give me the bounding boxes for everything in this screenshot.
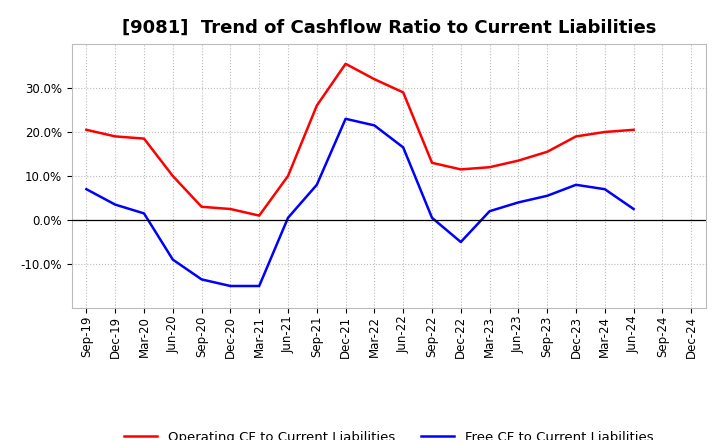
Operating CF to Current Liabilities bbox=[629, 127, 638, 132]
Free CF to Current Liabilities bbox=[456, 239, 465, 245]
Legend: Operating CF to Current Liabilities, Free CF to Current Liabilities: Operating CF to Current Liabilities, Fre… bbox=[119, 425, 659, 440]
Free CF to Current Liabilities bbox=[284, 215, 292, 220]
Operating CF to Current Liabilities bbox=[197, 204, 206, 209]
Operating CF to Current Liabilities bbox=[111, 134, 120, 139]
Operating CF to Current Liabilities bbox=[399, 90, 408, 95]
Free CF to Current Liabilities bbox=[255, 283, 264, 289]
Operating CF to Current Liabilities bbox=[284, 173, 292, 179]
Free CF to Current Liabilities bbox=[312, 182, 321, 187]
Free CF to Current Liabilities bbox=[428, 215, 436, 220]
Operating CF to Current Liabilities bbox=[255, 213, 264, 218]
Operating CF to Current Liabilities bbox=[485, 165, 494, 170]
Line: Operating CF to Current Liabilities: Operating CF to Current Liabilities bbox=[86, 64, 634, 216]
Operating CF to Current Liabilities bbox=[600, 129, 609, 135]
Operating CF to Current Liabilities bbox=[514, 158, 523, 163]
Operating CF to Current Liabilities bbox=[428, 160, 436, 165]
Free CF to Current Liabilities bbox=[572, 182, 580, 187]
Operating CF to Current Liabilities bbox=[370, 77, 379, 82]
Free CF to Current Liabilities bbox=[111, 202, 120, 207]
Operating CF to Current Liabilities bbox=[341, 61, 350, 66]
Free CF to Current Liabilities bbox=[82, 187, 91, 192]
Free CF to Current Liabilities bbox=[485, 209, 494, 214]
Free CF to Current Liabilities bbox=[226, 283, 235, 289]
Operating CF to Current Liabilities bbox=[226, 206, 235, 212]
Operating CF to Current Liabilities bbox=[168, 173, 177, 179]
Free CF to Current Liabilities bbox=[514, 200, 523, 205]
Operating CF to Current Liabilities bbox=[82, 127, 91, 132]
Free CF to Current Liabilities bbox=[399, 145, 408, 150]
Free CF to Current Liabilities bbox=[629, 206, 638, 212]
Free CF to Current Liabilities bbox=[543, 193, 552, 198]
Free CF to Current Liabilities bbox=[140, 211, 148, 216]
Operating CF to Current Liabilities bbox=[456, 167, 465, 172]
Title: [9081]  Trend of Cashflow Ratio to Current Liabilities: [9081] Trend of Cashflow Ratio to Curren… bbox=[122, 19, 656, 37]
Free CF to Current Liabilities bbox=[168, 257, 177, 262]
Free CF to Current Liabilities bbox=[600, 187, 609, 192]
Operating CF to Current Liabilities bbox=[140, 136, 148, 141]
Operating CF to Current Liabilities bbox=[543, 149, 552, 154]
Free CF to Current Liabilities bbox=[341, 116, 350, 121]
Operating CF to Current Liabilities bbox=[572, 134, 580, 139]
Operating CF to Current Liabilities bbox=[312, 103, 321, 108]
Free CF to Current Liabilities bbox=[370, 123, 379, 128]
Line: Free CF to Current Liabilities: Free CF to Current Liabilities bbox=[86, 119, 634, 286]
Free CF to Current Liabilities bbox=[197, 277, 206, 282]
